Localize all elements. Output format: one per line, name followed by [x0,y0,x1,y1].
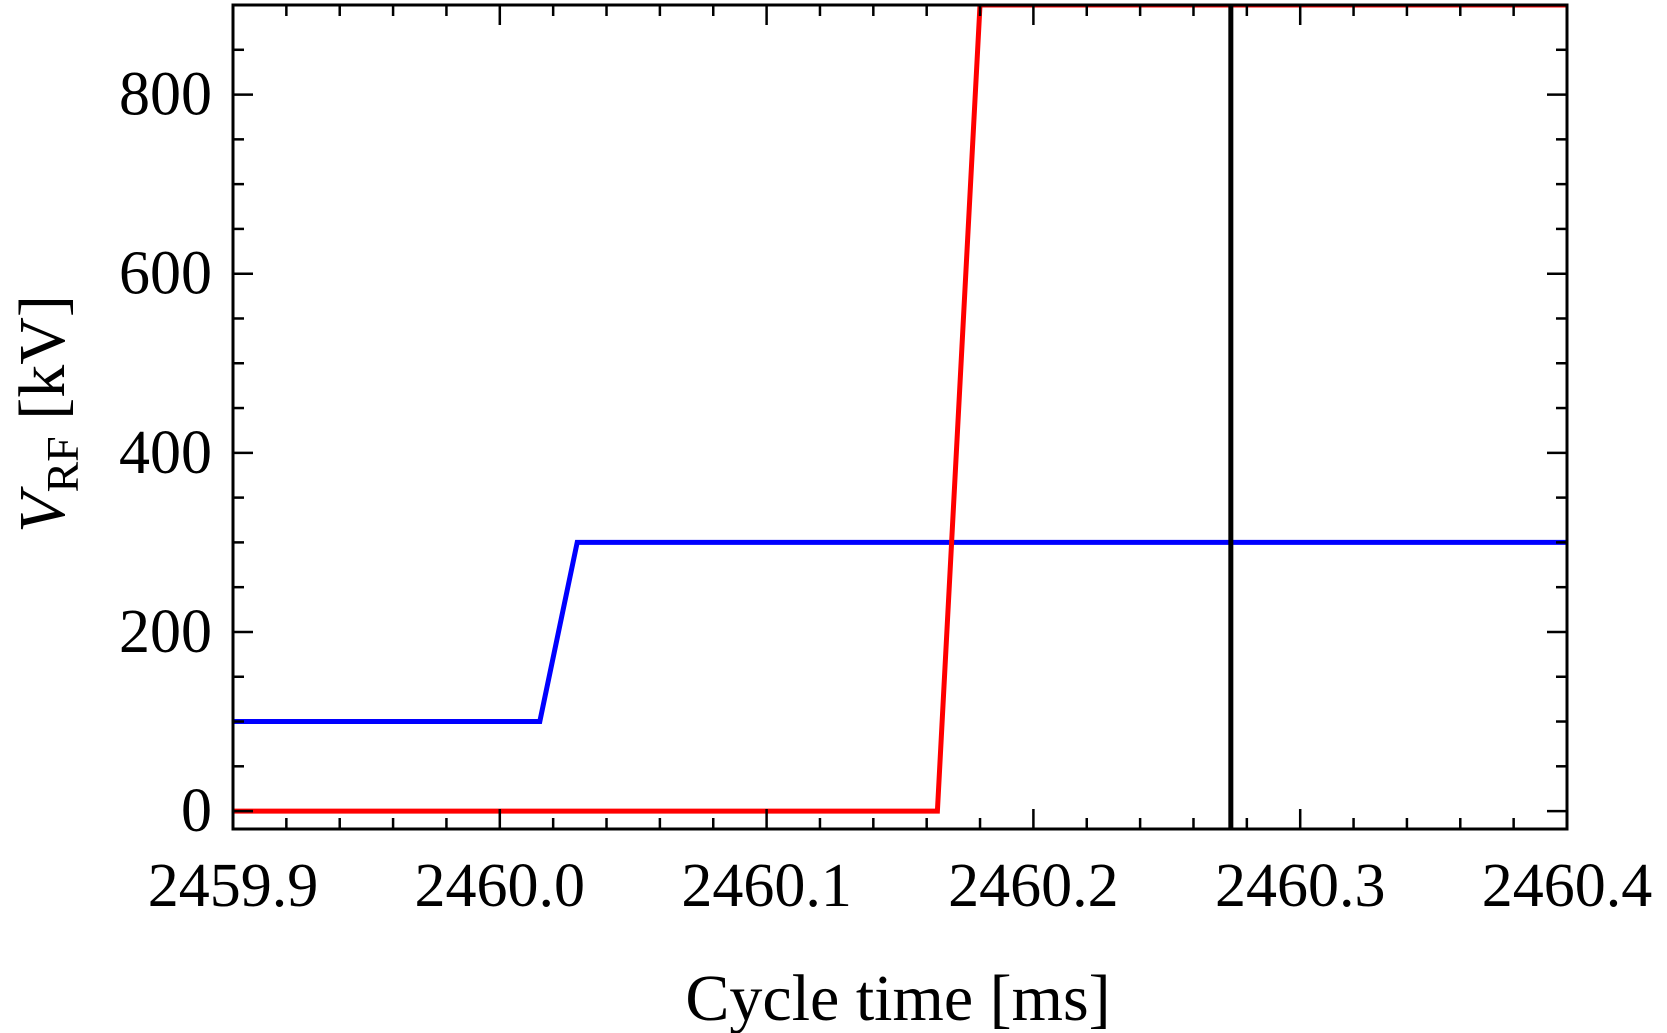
y-tick-label: 0 [181,777,212,845]
xlabel-layer: 2459.9 2460.0 2460.1 2460.2 2460.3 2460.4 [148,852,1653,920]
frame-layer [231,3,1569,831]
y-tick-label: 800 [119,61,212,129]
x-axis-label: Cycle time [ms] [685,962,1110,1033]
x-tick-label: 2459.9 [148,852,319,920]
x-tick-label: 2460.2 [948,852,1119,920]
series-line-1 [233,539,1567,724]
y-tick-label: 400 [119,419,212,487]
ylabel-layer: 0 200 400 600 800 [119,61,212,846]
y-axis-label-sub: RF [37,436,88,492]
y-axis-label: VRF [kV] [6,295,88,533]
x-tick-label: 2460.3 [1215,852,1386,920]
y-tick-label: 200 [119,598,212,666]
x-tick-label: 2460.1 [681,852,852,920]
x-tick-label: 2460.4 [1482,852,1653,920]
y-axis-label-unit: [kV] [6,295,79,436]
tick-layer [231,3,1569,829]
y-tick-label: 600 [119,240,212,308]
y-axis-label-main: V [6,486,79,533]
plot-frame [231,3,1569,831]
x-tick-label: 2460.0 [415,852,586,920]
series-line-2 [233,5,1567,814]
series-layer [233,5,1567,814]
